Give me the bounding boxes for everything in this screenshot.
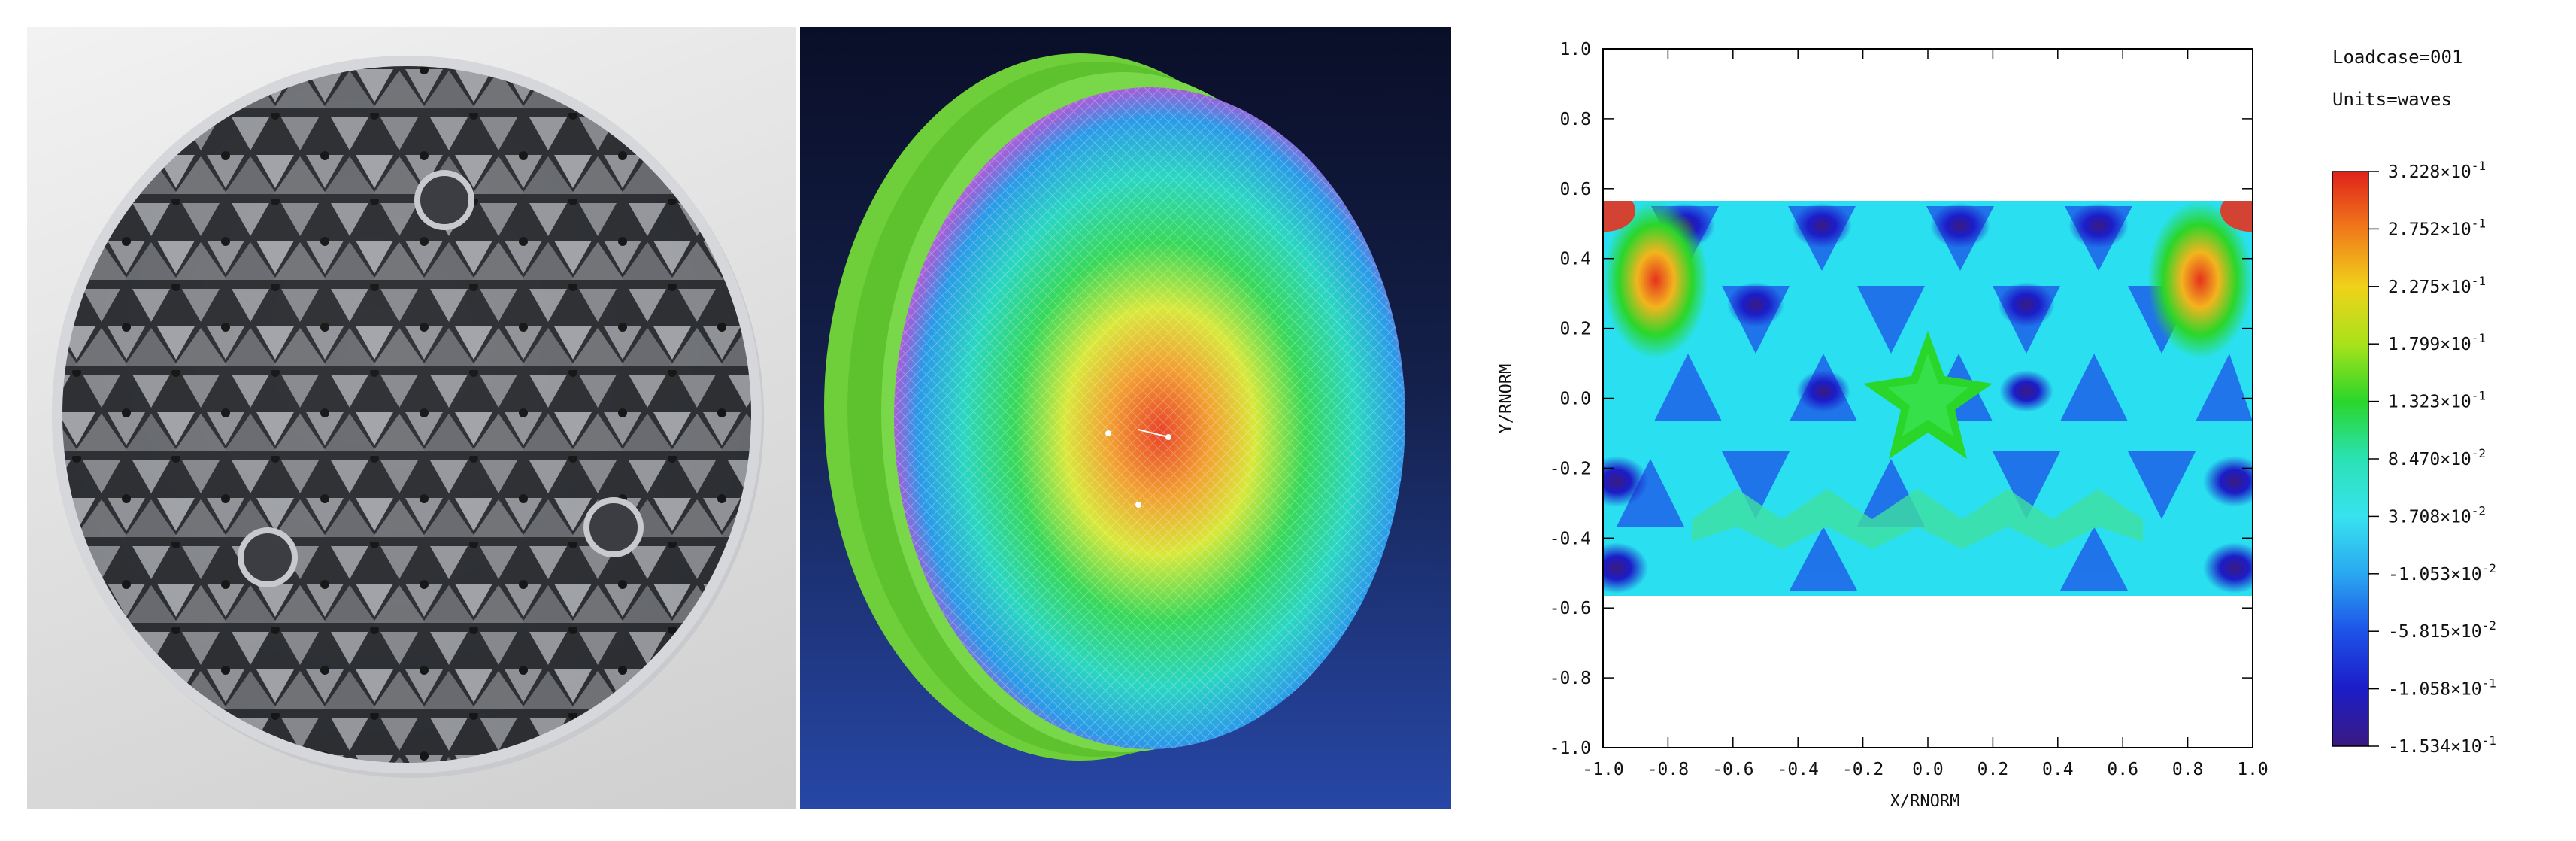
- colorbar-label: 3.228×10-1: [2388, 159, 2486, 182]
- loadcase-label: Loadcase=001: [2332, 47, 2462, 68]
- y-tick-label: 0.6: [1559, 180, 1591, 199]
- x-axis-label: X/RNORM: [1890, 792, 1960, 811]
- y-tick-label: -0.4: [1550, 529, 1591, 548]
- y-tick-label: 0.2: [1559, 320, 1591, 339]
- y-tick-label: 0.4: [1559, 250, 1591, 269]
- x-tick-labels: -1.0 -0.8 -0.6 -0.4 -0.2 0.0 0.2 0.4 0.6 0.8 1.0: [1582, 760, 2268, 779]
- y-tick-label: -0.2: [1550, 459, 1591, 478]
- y-tick-label: -0.6: [1550, 599, 1591, 618]
- y-tick-label: -1.0: [1550, 739, 1591, 758]
- y-tick-labels: 1.0 0.8 0.6 0.4 0.2 0.0 -0.2 -0.4 -0.6 -0.8 -1.0: [1550, 40, 1591, 758]
- cad-mirror-render: [27, 27, 796, 809]
- x-tick-label: 0.8: [2172, 760, 2204, 779]
- y-tick-label: -0.8: [1550, 669, 1591, 688]
- surface-error-plot: -1.0 -0.8 -0.6 -0.4 -0.2 0.0 0.2 0.4 0.6 0.8 1.0 1…: [1466, 0, 2576, 841]
- x-tick-label: 0.6: [2107, 760, 2138, 779]
- colorbar-label: 1.799×10-1: [2388, 331, 2486, 354]
- colorbar-label: 1.323×10-1: [2388, 389, 2486, 412]
- contour-map: [1603, 201, 2253, 596]
- colorbar-label: -1.534×10-1: [2388, 733, 2496, 757]
- x-tick-label: 0.4: [2042, 760, 2074, 779]
- x-tick-label: -0.2: [1842, 760, 1884, 779]
- x-tick-label: -1.0: [1582, 760, 1623, 779]
- x-tick-label: 1.0: [2237, 760, 2268, 779]
- colorbar: [2332, 171, 2369, 747]
- x-tick-label: 0.0: [1912, 760, 1944, 779]
- colorbar-label: 3.708×10-2: [2388, 503, 2486, 527]
- y-axis-label: Y/RNORM: [1497, 364, 1516, 434]
- axis-ticks: [1602, 48, 2253, 748]
- colorbar-label: 2.752×10-1: [2388, 216, 2486, 239]
- units-label: Units=waves: [2332, 89, 2452, 110]
- colorbar-label: -1.053×10-2: [2388, 561, 2496, 584]
- fem-mesh-image: [824, 53, 1405, 761]
- x-tick-label: 0.2: [1977, 760, 2009, 779]
- x-tick-label: -0.4: [1777, 760, 1819, 779]
- colorbar-label: 8.470×10-2: [2388, 446, 2486, 469]
- y-tick-label: 0.8: [1559, 110, 1591, 129]
- colorbar-label: 2.275×10-1: [2388, 274, 2486, 297]
- contour-plot-svg: -1.0 -0.8 -0.6 -0.4 -0.2 0.0 0.2 0.4 0.6 0.8 1.0 1…: [1497, 40, 2496, 811]
- mirror-back-image: [52, 56, 764, 778]
- y-tick-label: 0.0: [1559, 390, 1591, 409]
- colorbar-label: -5.815×10-2: [2388, 618, 2496, 642]
- y-tick-label: 1.0: [1559, 40, 1591, 59]
- fem-deformation-render: [800, 27, 1451, 809]
- x-tick-label: -0.8: [1647, 760, 1689, 779]
- colorbar-labels: 3.228×10-1 2.752×10-1 2.275×10-1 1.799×10-1…: [2368, 159, 2496, 757]
- colorbar-label: -1.058×10-1: [2388, 676, 2496, 700]
- x-tick-label: -0.6: [1712, 760, 1753, 779]
